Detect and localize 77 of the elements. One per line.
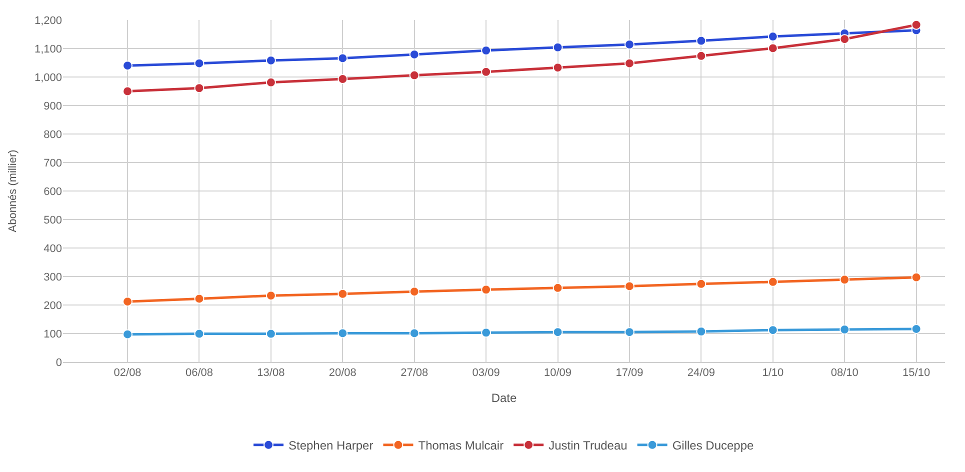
point bbox=[552, 42, 563, 52]
x-tick-label: 10/09 bbox=[544, 367, 572, 380]
point bbox=[409, 286, 420, 297]
point bbox=[624, 327, 634, 338]
point bbox=[122, 86, 133, 96]
point bbox=[266, 55, 276, 66]
point bbox=[409, 49, 420, 60]
point bbox=[552, 282, 563, 293]
x-tick-label: 13/08 bbox=[257, 367, 285, 380]
x-tick-label: 24/09 bbox=[687, 367, 715, 380]
point bbox=[696, 50, 706, 61]
legend-label: Gilles Duceppe bbox=[672, 438, 754, 453]
point bbox=[338, 288, 348, 299]
point bbox=[409, 328, 420, 338]
point bbox=[481, 66, 492, 77]
point bbox=[122, 296, 133, 307]
point bbox=[552, 327, 563, 338]
point bbox=[194, 58, 204, 68]
point bbox=[122, 329, 133, 340]
x-tick-label: 27/08 bbox=[400, 367, 428, 380]
point bbox=[840, 274, 850, 285]
point bbox=[481, 284, 492, 295]
legend-label: Justin Trudeau bbox=[548, 438, 628, 453]
point bbox=[194, 294, 204, 304]
y-tick-label: 200 bbox=[44, 300, 62, 312]
point bbox=[552, 62, 563, 73]
x-tick-label: 02/08 bbox=[114, 367, 142, 380]
y-tick-label: 800 bbox=[44, 128, 62, 141]
y-tick-label: 0 bbox=[56, 356, 62, 369]
y-tick-label: 700 bbox=[44, 157, 62, 170]
point bbox=[768, 276, 778, 287]
y-tick-label: 100 bbox=[44, 328, 62, 340]
point bbox=[696, 36, 706, 46]
point bbox=[194, 328, 204, 339]
legend-label: Stephen Harper bbox=[288, 438, 374, 453]
point bbox=[840, 324, 850, 335]
legend-label: Thomas Mulcair bbox=[418, 438, 504, 453]
point bbox=[624, 58, 634, 68]
point bbox=[266, 328, 276, 339]
point bbox=[194, 83, 204, 94]
point bbox=[409, 70, 420, 80]
point bbox=[338, 328, 348, 338]
point bbox=[266, 77, 276, 88]
x-axis-title: Date bbox=[491, 391, 517, 406]
point bbox=[840, 34, 850, 44]
y-tick-label: 1,200 bbox=[34, 14, 62, 27]
point bbox=[768, 325, 778, 336]
point bbox=[122, 60, 133, 71]
y-axis-title: Abonnés (millier) bbox=[7, 150, 20, 232]
point bbox=[911, 20, 922, 30]
x-tick-label: 08/10 bbox=[830, 367, 858, 380]
y-tick-label: 1,000 bbox=[34, 72, 62, 84]
point bbox=[624, 40, 634, 50]
y-tick-label: 900 bbox=[44, 100, 62, 112]
x-tick-label: 17/09 bbox=[616, 367, 644, 380]
y-tick-label: 500 bbox=[44, 214, 62, 226]
point bbox=[338, 74, 348, 84]
point bbox=[624, 281, 634, 292]
point bbox=[911, 272, 922, 282]
point bbox=[911, 324, 922, 334]
x-tick-label: 1/10 bbox=[762, 367, 784, 380]
x-tick-label: 15/10 bbox=[902, 367, 930, 380]
x-tick-label: 20/08 bbox=[328, 367, 356, 380]
point bbox=[266, 290, 276, 301]
y-tick-label: 600 bbox=[44, 186, 62, 198]
point bbox=[696, 326, 706, 336]
x-tick-label: 06/08 bbox=[185, 367, 214, 380]
x-tick-label: 03/09 bbox=[472, 367, 500, 380]
point bbox=[768, 32, 778, 42]
y-tick-label: 1,100 bbox=[34, 43, 62, 56]
point bbox=[481, 328, 492, 338]
point bbox=[338, 53, 348, 64]
point bbox=[696, 278, 706, 289]
y-tick-label: 400 bbox=[44, 242, 62, 255]
point bbox=[481, 45, 492, 56]
y-tick-label: 300 bbox=[44, 271, 62, 284]
point bbox=[768, 43, 778, 54]
